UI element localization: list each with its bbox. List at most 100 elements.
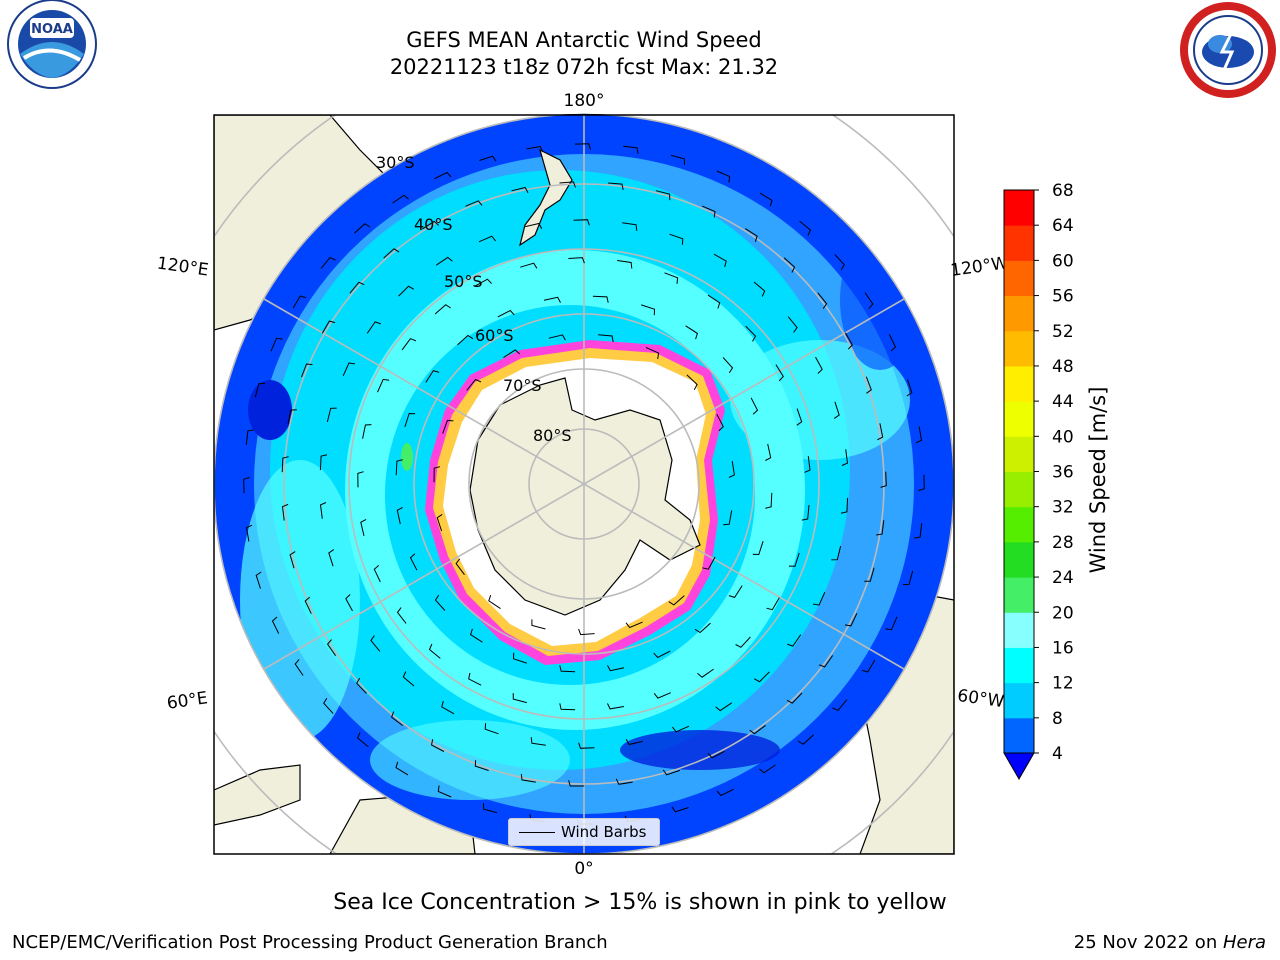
colorbar-tick-label: 32 <box>1052 498 1074 518</box>
wind-barb <box>861 659 876 673</box>
wind-barb <box>864 292 874 309</box>
lon-label-180: 180° <box>564 91 605 111</box>
wind-barb <box>799 220 812 236</box>
wind-barb <box>548 334 566 341</box>
wind-barb <box>559 703 576 711</box>
wind-barb <box>754 671 770 683</box>
wind-barb <box>404 412 416 427</box>
wind-barb <box>354 223 371 234</box>
wind-barb <box>735 636 751 648</box>
wind-barb <box>716 170 731 183</box>
sea-ice-note: Sea Ice Concentration > 15% is shown in … <box>333 890 947 915</box>
wind-barb <box>671 806 689 813</box>
wind-barb <box>425 370 440 383</box>
wind-barb <box>392 194 409 204</box>
colorbar-segment <box>1004 260 1034 297</box>
wind-barb <box>578 742 595 749</box>
lon-label-0: 0° <box>574 859 593 879</box>
colorbar-segment <box>1004 330 1034 367</box>
wind-barb <box>625 738 643 746</box>
wind-barb <box>834 254 845 271</box>
wind-barb <box>864 567 875 582</box>
wind-barb <box>573 219 590 226</box>
colorbar-tick-label: 4 <box>1052 744 1063 764</box>
wind-barb <box>817 292 828 309</box>
wind-barb <box>641 304 656 316</box>
colorbar-tick-label: 20 <box>1052 603 1074 623</box>
colorbar-tick-label: 24 <box>1052 568 1074 588</box>
colorbar-tick-label: 60 <box>1052 251 1074 271</box>
wind-barb <box>457 334 474 346</box>
colorbar-tick-label: 48 <box>1052 357 1074 377</box>
colorbar-tick-label: 68 <box>1052 181 1074 201</box>
wind-barb <box>356 677 367 694</box>
wind-barb <box>608 182 624 191</box>
wind-barb <box>906 379 913 397</box>
colorbar-segment <box>1004 401 1034 437</box>
wind-barb <box>434 594 446 611</box>
legend-label: Wind Barbs <box>561 823 647 841</box>
wind-barb <box>877 423 884 441</box>
wind-barb <box>326 639 337 656</box>
wind-barb <box>525 222 543 230</box>
wind-barb <box>470 628 483 643</box>
wind-barb <box>474 760 489 771</box>
wind-barb <box>568 257 585 264</box>
wind-barb <box>484 723 499 735</box>
wind-barb <box>797 734 814 745</box>
wind-barb <box>512 693 527 704</box>
wind-barb <box>783 257 796 273</box>
wind-barb <box>520 773 536 783</box>
wind-barb <box>607 665 625 672</box>
wind-barb <box>370 635 381 652</box>
wind-barb <box>716 788 734 797</box>
lat-label-80s: 80°S <box>533 426 572 445</box>
wind-barb <box>832 699 848 712</box>
wind-barbs-legend: Wind Barbs <box>508 818 660 846</box>
colorbar-tick-label: 36 <box>1052 463 1074 483</box>
wind-barb <box>728 461 735 478</box>
graticule <box>214 115 954 854</box>
colorbar-tick-label: 8 <box>1052 709 1063 729</box>
wind-barb <box>707 294 721 309</box>
wind-barb <box>707 750 725 759</box>
wind-barb <box>511 186 529 193</box>
wind-barb <box>254 383 265 398</box>
lat-label-40s: 40°S <box>414 215 453 234</box>
wind-barb <box>428 643 441 659</box>
wind-barb <box>409 553 418 571</box>
wind-barb <box>422 220 440 230</box>
colorbar-segment <box>1004 436 1034 472</box>
wind-barb <box>653 650 671 659</box>
wind-barb <box>715 702 733 712</box>
wind-barb <box>391 711 404 726</box>
wind-barb <box>243 477 250 494</box>
wind-barb <box>818 655 834 668</box>
footer-date: 25 Nov 2022 on Hera <box>1074 932 1266 953</box>
wind-barb <box>841 449 849 466</box>
wind-barb <box>441 700 455 715</box>
lat-label-60s: 60°S <box>475 326 514 345</box>
wind-barb <box>815 356 823 374</box>
wind-barb <box>574 143 591 150</box>
wind-barb <box>694 622 711 634</box>
colorbar-tick-label: 56 <box>1052 287 1074 307</box>
wind-barb <box>345 594 353 612</box>
wind-barb <box>465 200 483 207</box>
wind-barb <box>662 769 681 776</box>
wind-barb <box>559 181 576 188</box>
nws-logo-icon <box>1180 2 1276 98</box>
wind-barb <box>292 295 307 309</box>
wind-barb <box>362 424 372 439</box>
colorbar-segment <box>1004 295 1034 332</box>
wind-barb <box>287 409 297 424</box>
wind-barb <box>349 281 365 294</box>
wind-barb <box>433 466 441 483</box>
wind-barb <box>722 357 734 374</box>
wind-barb <box>435 256 453 266</box>
colorbar-segment <box>1004 506 1034 543</box>
chart-subtitle: 20221123 t18z 072h fcst Max: 21.32 <box>389 55 779 79</box>
wind-barb <box>434 171 452 180</box>
new-zealand-land <box>519 148 573 247</box>
wind-barb <box>578 628 595 636</box>
